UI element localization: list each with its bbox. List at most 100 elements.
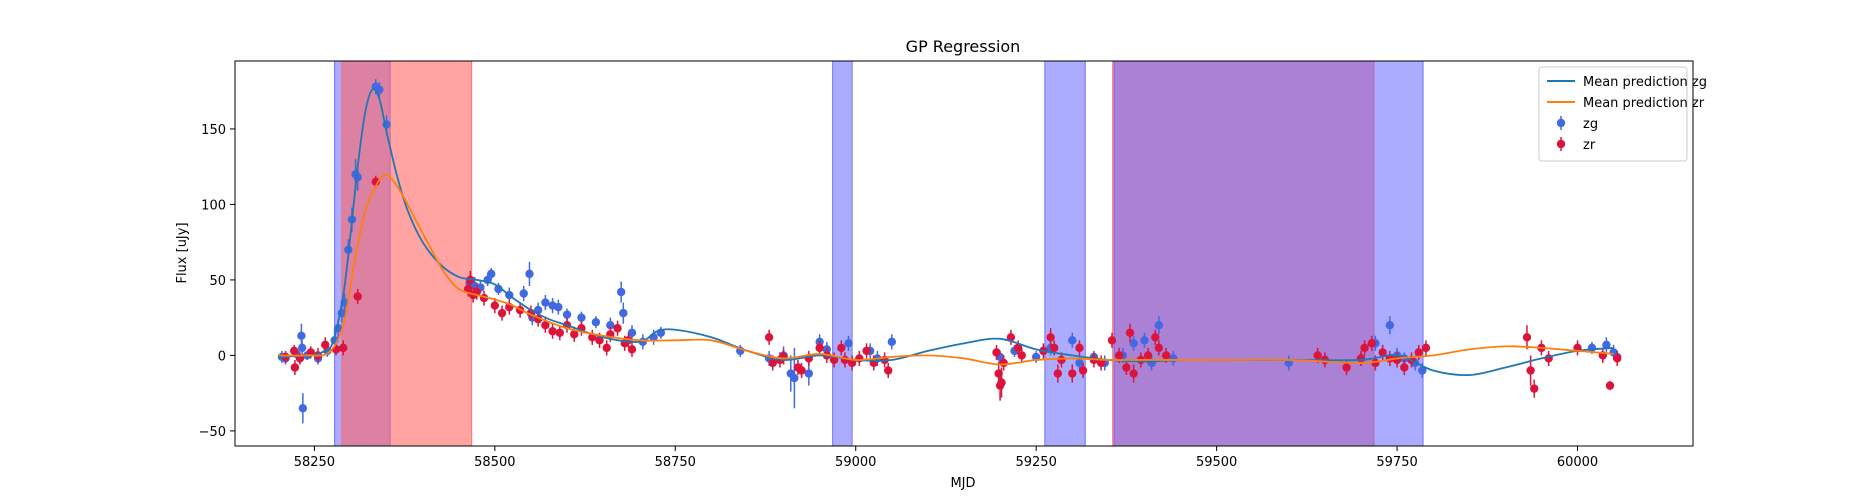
point-zg-62 [1075,358,1084,368]
point-zr-89 [1378,348,1387,357]
x-tick-label-59500: 59500 [1196,455,1237,470]
x-axis-label: MJD [950,476,975,491]
point-zr-23 [548,327,557,336]
y-axis-label: Flux [uJy] [175,222,190,283]
point-zg-28 [525,269,534,279]
point-zr-72 [1107,336,1117,345]
point-zr-37 [768,358,777,368]
y-tick-label--50: −50 [199,425,226,440]
legend-swatch-2 [1556,118,1566,128]
legend-label-3: zr [1583,138,1596,153]
point-zg-69 [1154,321,1164,330]
x-axis: 58250 58500 58750 59000 59250 59500 59750 60000 [294,446,1598,470]
point-zr-1 [289,346,299,356]
point-zg-39 [619,308,628,318]
point-zr-17 [497,308,507,318]
point-zg-55 [887,337,897,347]
line-Mean prediction zr [278,173,1614,366]
point-zr-91 [1392,355,1402,365]
point-zr-78 [1143,351,1153,360]
x-tick-label-58750: 58750 [655,455,696,470]
plot-frame [234,60,1694,447]
point-zr-75 [1125,328,1135,337]
point-zr-58 [999,358,1008,368]
point-zg-49 [804,369,814,378]
point-zg-70 [1169,354,1178,363]
point-zr-48 [847,358,857,368]
point-zg-67 [1140,336,1149,345]
point-zr-76 [1129,369,1138,378]
series-layer [277,79,1622,424]
point-zr-2 [290,363,300,372]
point-zr-9 [353,292,362,301]
point-zr-16 [490,301,500,310]
point-zr-30 [602,343,611,353]
point-zg-66 [1129,339,1138,348]
point-zr-41 [797,366,806,375]
point-zr-82 [1313,351,1322,360]
y-tick-label-50: 50 [209,274,226,289]
point-zr-53 [884,366,893,375]
x-tick-label-58250: 58250 [294,455,335,470]
point-zg-33 [554,302,563,312]
point-zg-61 [1068,336,1077,345]
point-zr-8 [339,343,348,353]
legend-label-1: Mean prediction zr [1583,96,1705,111]
point-zg-35 [577,313,586,322]
point-zr-49 [855,354,864,363]
point-zr-71 [1096,358,1106,368]
x-tick-label-59250: 59250 [1015,455,1056,470]
point-zr-29 [595,336,604,345]
point-zr-26 [570,330,579,339]
point-zg-36 [591,317,601,327]
point-zr-43 [815,343,824,353]
point-zr-74 [1122,363,1131,372]
y-tick-label-0: 0 [218,349,226,364]
point-zr-64 [1050,343,1059,353]
point-zg-27 [519,289,528,298]
point-zg-38 [616,287,626,297]
point-zr-22 [541,321,550,330]
point-zr-6 [321,340,330,350]
point-zr-96 [1522,333,1532,342]
shaded-span-zr-1 [341,60,473,447]
x-tick-label-60000: 60000 [1557,455,1598,470]
legend-swatch-3 [1556,139,1566,149]
point-zg-80 [1587,343,1597,353]
shaded-span-zg-5 [1113,60,1424,447]
point-zr-57 [997,378,1006,387]
point-zg-3 [297,331,306,340]
shaded-span-zg-3 [1044,60,1086,447]
point-zr-63 [1046,333,1055,342]
point-zg-5 [298,404,308,413]
x-tick-label-58500: 58500 [474,455,515,470]
point-zr-65 [1053,369,1063,378]
legend-label-0: Mean prediction zg [1583,75,1707,90]
point-zg-24 [487,269,496,279]
point-zg-52 [844,339,853,348]
point-zg-81 [1602,340,1611,350]
point-zr-68 [1075,343,1084,353]
y-tick-label-150: 150 [201,123,226,138]
legend-label-2: zg [1583,117,1598,132]
point-zr-98 [1530,384,1539,393]
point-zr-60 [1013,343,1023,353]
point-zg-79 [1418,366,1427,375]
point-zr-92 [1400,363,1409,372]
x-tick-label-59750: 59750 [1376,455,1417,470]
point-zr-35 [627,345,637,354]
shaded-span-zg-2 [832,60,853,447]
point-zr-79 [1151,333,1160,342]
point-zr-46 [837,343,846,353]
point-zg-31 [541,298,550,307]
point-zr-69 [1078,366,1088,375]
point-zr-86 [1360,343,1369,353]
point-zr-94 [1414,348,1423,357]
point-zr-24 [555,328,565,337]
legend-box [1538,66,1688,162]
point-zr-73 [1114,351,1124,360]
point-zr-54 [992,348,1001,357]
point-zr-59 [1006,333,1016,342]
point-zr-36 [764,333,774,342]
